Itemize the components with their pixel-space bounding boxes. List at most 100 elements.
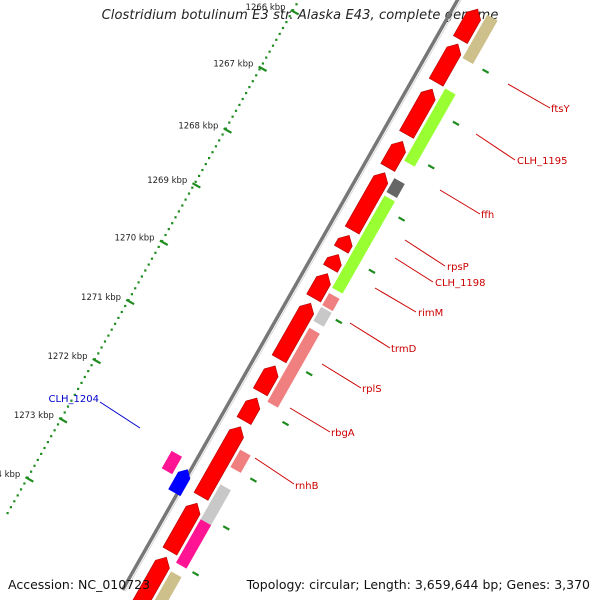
ruler-dot [184, 198, 187, 201]
cds-arrow [428, 43, 462, 87]
ruler-dot [157, 245, 160, 248]
tick-label: 1268 kbp [178, 121, 218, 131]
gene-label: ftsY [551, 104, 570, 115]
ruler-dot [167, 228, 170, 231]
ruler-dot [144, 269, 147, 272]
tick-label: 1269 kbp [147, 176, 187, 186]
tick-label: 1271 kbp [81, 293, 121, 303]
leader-line [507, 83, 551, 109]
tick-label: 1272 kbp [47, 352, 87, 362]
genome-backbone [121, 0, 460, 591]
accession-text: Accession: NC_010723 [8, 577, 151, 592]
major-tick [24, 476, 34, 483]
tick-label: 1267 kbp [213, 60, 253, 70]
genome-summary-text: Topology: circular; Length: 3,659,644 bp… [246, 577, 590, 592]
ruler-dot [73, 393, 76, 396]
leader-line [289, 407, 331, 433]
cds-arrow [399, 88, 436, 139]
cds-arrow [333, 234, 353, 254]
cds-arrow [453, 8, 481, 44]
cds-arrow [323, 254, 342, 273]
ruler-dot [231, 115, 234, 118]
leader-line [321, 363, 362, 389]
ruler-dot [53, 429, 56, 432]
tick-label: 1270 kbp [115, 234, 155, 244]
ruler-dot [87, 370, 90, 373]
cds-arrow [236, 397, 261, 426]
ruler-dot [238, 103, 241, 106]
ruler-dot [50, 435, 53, 438]
ruler-dot [19, 488, 23, 491]
ruler-dot [265, 56, 268, 59]
ruler-dot [56, 423, 60, 426]
function-box [313, 306, 332, 327]
cds-arrow [306, 273, 331, 303]
ruler-dot [66, 405, 70, 408]
ruler-dot [150, 257, 154, 260]
ruler-dot [281, 26, 285, 30]
ruler-dot [107, 334, 110, 337]
function-box [332, 195, 395, 294]
leader-line [349, 322, 391, 349]
ruler-dot [40, 452, 43, 455]
function-box [200, 484, 231, 526]
cds-arrow [162, 502, 201, 556]
ruler-dot [33, 464, 36, 467]
ruler-dot [83, 375, 86, 379]
track-tick [452, 120, 460, 127]
ruler-dot [245, 92, 248, 95]
cds-arrow [380, 141, 406, 172]
gene-label: rimM [418, 308, 443, 319]
leader-line [475, 133, 516, 161]
ruler-dot [261, 62, 264, 65]
ruler-dot [234, 109, 238, 112]
function-box [404, 88, 456, 167]
ruler-dot [16, 494, 19, 497]
track-tick [335, 318, 343, 325]
ruler-dot [248, 86, 251, 89]
genome-backbone-shadow [124, 0, 462, 592]
tick-label: 1266 kbp [246, 3, 286, 13]
ruler-dot [43, 446, 46, 450]
ruler-dot [140, 275, 143, 278]
feature-tracks [121, 0, 498, 600]
track-tick [222, 525, 230, 531]
leader-line [254, 457, 295, 485]
gene-label: rnhB [295, 481, 319, 492]
ruler-dot [198, 174, 201, 177]
ruler-dot [191, 186, 194, 189]
cds-arrow [344, 172, 389, 235]
function-box [176, 519, 212, 569]
map-title: Clostridium botulinum E3 str. Alaska E43… [101, 8, 499, 23]
ruler-dot [187, 192, 191, 195]
feature-clh1204-box [161, 450, 183, 475]
track-tick [481, 68, 490, 74]
track-tick [427, 164, 435, 170]
cds-arrow [252, 365, 279, 397]
ruler-dot [154, 251, 157, 254]
leader-line [99, 401, 141, 429]
ruler-dot [36, 458, 39, 461]
ruler-dot [9, 506, 12, 509]
leader-line [394, 257, 434, 283]
ruler-dot [288, 15, 291, 18]
major-tick [258, 65, 268, 72]
gene-label: CLH_1195 [517, 156, 568, 167]
ruler-dot [70, 399, 73, 402]
ruler-dot [218, 139, 221, 142]
function-box [267, 327, 320, 408]
ruler-dot [164, 233, 167, 237]
ruler-dot [77, 387, 80, 390]
gene-label: CLH_1198 [435, 278, 486, 289]
ruler-dot [171, 222, 174, 225]
ruler-dot [255, 74, 258, 77]
ruler-dot [30, 470, 33, 473]
ruler-dot [208, 157, 211, 160]
ruler-dot [147, 263, 150, 266]
ruler-dot [271, 44, 275, 47]
ruler-dot [204, 163, 207, 166]
ruler-dot [214, 145, 217, 148]
ruler-dot [117, 316, 120, 319]
